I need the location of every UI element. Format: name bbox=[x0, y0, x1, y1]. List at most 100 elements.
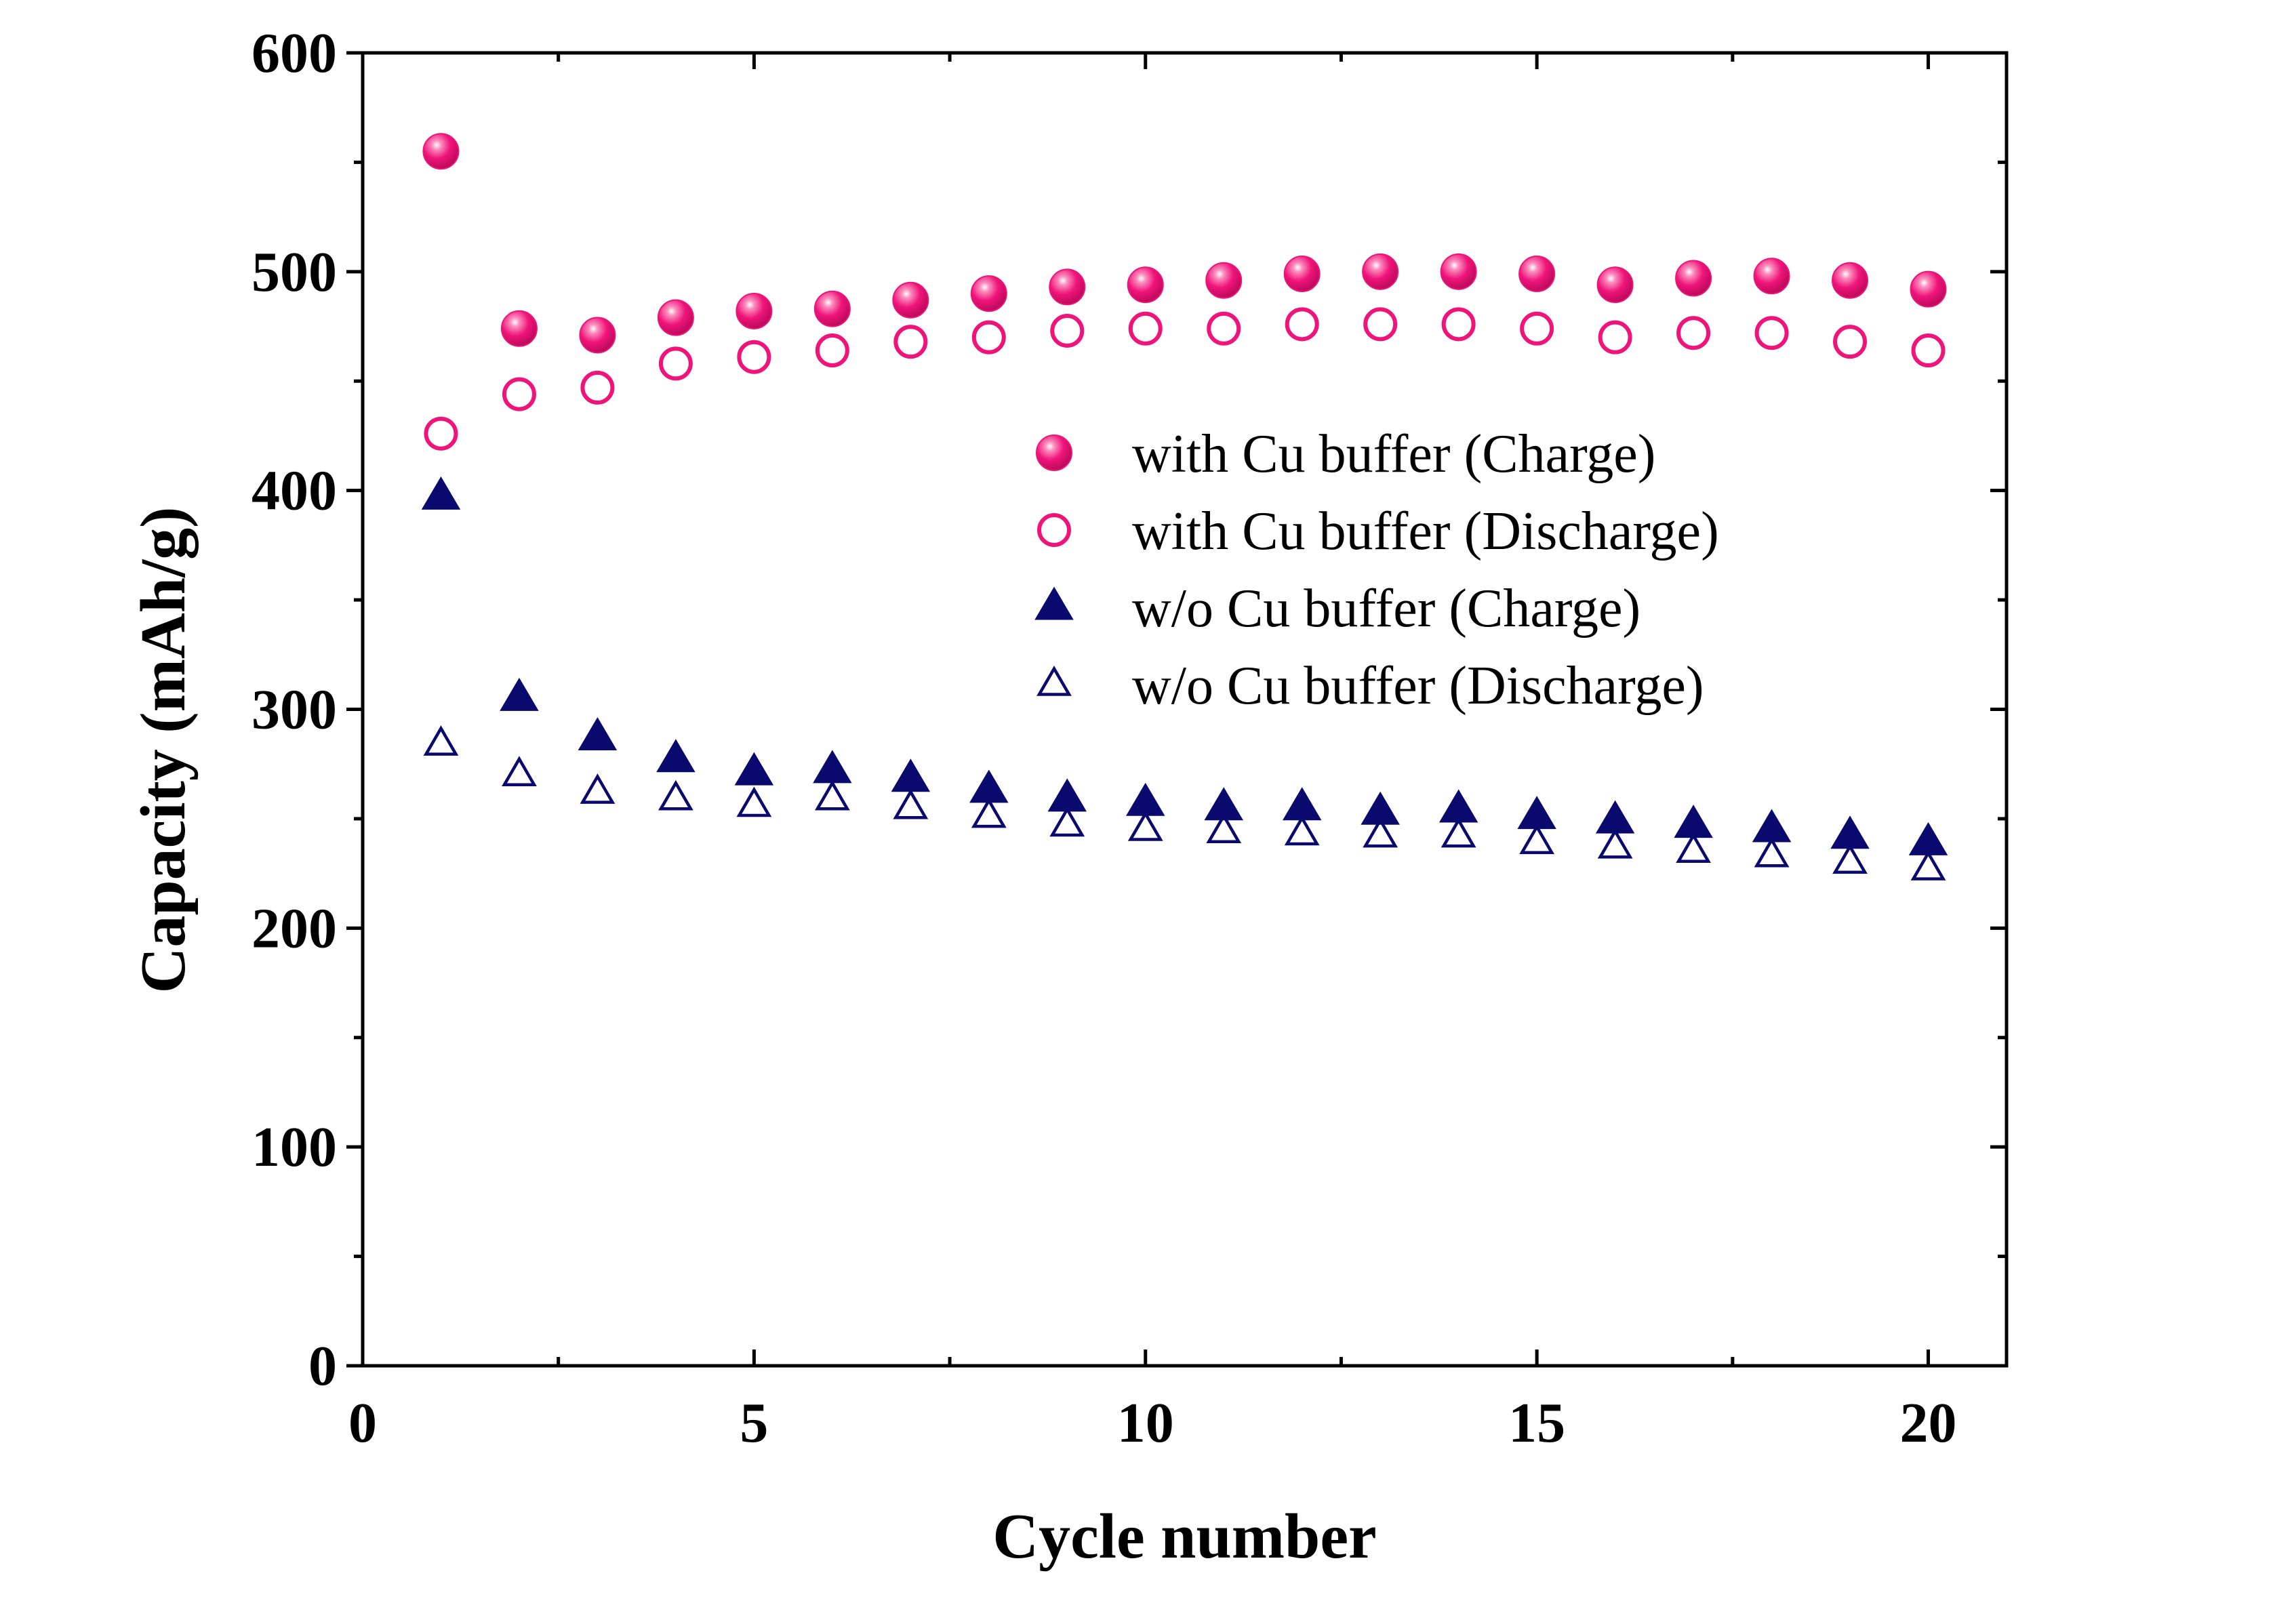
x-tick-label: 5 bbox=[740, 1392, 768, 1455]
data-point bbox=[500, 310, 538, 347]
data-point bbox=[1126, 782, 1165, 816]
data-point bbox=[578, 716, 618, 750]
x-tick-label: 15 bbox=[1508, 1392, 1565, 1455]
x-axis-title: Cycle number bbox=[992, 1501, 1377, 1572]
y-tick-label: 0 bbox=[308, 1335, 337, 1398]
data-point bbox=[1908, 821, 1948, 855]
data-point bbox=[1363, 817, 1398, 848]
data-point bbox=[502, 377, 536, 411]
data-point bbox=[1910, 270, 1947, 308]
data-point bbox=[1361, 791, 1400, 825]
legend-entry: w/o Cu buffer (Discharge) bbox=[1036, 656, 1704, 716]
data-point bbox=[1284, 815, 1320, 846]
y-tick-label: 400 bbox=[251, 460, 337, 523]
data-point bbox=[1910, 850, 1946, 880]
legend-marker bbox=[1037, 513, 1071, 547]
data-point bbox=[891, 758, 931, 792]
data-point bbox=[1752, 809, 1792, 843]
legend-label: with Cu buffer (Charge) bbox=[1132, 424, 1655, 484]
data-point bbox=[1283, 256, 1321, 293]
data-point bbox=[1363, 307, 1398, 342]
legend-entry: w/o Cu buffer (Charge) bbox=[1034, 579, 1640, 638]
data-point bbox=[1676, 316, 1711, 350]
data-point bbox=[893, 788, 929, 819]
data-point bbox=[813, 290, 851, 327]
data-point bbox=[1598, 320, 1632, 354]
data-point bbox=[421, 476, 461, 510]
data-point bbox=[1049, 268, 1086, 306]
legend: with Cu buffer (Charge) with Cu buffer (D… bbox=[1034, 424, 1719, 716]
data-point bbox=[1127, 811, 1163, 841]
data-point bbox=[502, 756, 537, 787]
data-point bbox=[656, 739, 696, 773]
data-point bbox=[658, 779, 693, 811]
x-tick-label: 10 bbox=[1117, 1392, 1174, 1455]
legend-entry: with Cu buffer (Discharge) bbox=[1037, 502, 1719, 561]
data-point bbox=[813, 750, 852, 784]
data-points bbox=[421, 133, 1948, 880]
data-point bbox=[658, 346, 693, 381]
legend-label: with Cu buffer (Discharge) bbox=[1132, 502, 1719, 561]
data-point bbox=[734, 752, 774, 786]
data-point bbox=[422, 133, 460, 170]
data-point bbox=[1911, 333, 1946, 368]
data-point bbox=[1440, 253, 1477, 290]
y-tick-label: 300 bbox=[251, 678, 337, 742]
data-point bbox=[893, 325, 928, 359]
data-point bbox=[1127, 266, 1164, 304]
data-point bbox=[1830, 815, 1870, 849]
data-point bbox=[1832, 843, 1868, 874]
data-point bbox=[1128, 311, 1163, 346]
data-point bbox=[1595, 800, 1635, 834]
series-4 bbox=[423, 725, 1946, 880]
data-point bbox=[1517, 796, 1556, 830]
data-point bbox=[892, 281, 929, 319]
x-tick-label: 20 bbox=[1900, 1392, 1957, 1455]
data-point bbox=[1441, 817, 1476, 848]
data-point bbox=[1438, 789, 1478, 823]
series-2 bbox=[424, 307, 1946, 451]
data-point bbox=[1832, 262, 1869, 299]
data-point bbox=[969, 769, 1009, 803]
y-tick-label: 500 bbox=[251, 241, 337, 304]
data-point bbox=[1674, 805, 1713, 838]
data-point bbox=[971, 320, 1006, 354]
data-point bbox=[814, 779, 850, 811]
y-tick-label: 200 bbox=[251, 897, 337, 960]
legend-label: w/o Cu buffer (Charge) bbox=[1132, 579, 1640, 638]
legend-label: w/o Cu buffer (Discharge) bbox=[1132, 656, 1704, 716]
y-axis-title: Capacity (mAh/g) bbox=[128, 507, 199, 994]
data-point bbox=[1754, 316, 1789, 350]
data-point bbox=[579, 317, 616, 354]
axis-ticks bbox=[346, 51, 2007, 1368]
data-point bbox=[1282, 787, 1322, 821]
data-point bbox=[1362, 253, 1399, 290]
data-point bbox=[1675, 260, 1712, 297]
data-point bbox=[736, 786, 772, 817]
data-point bbox=[1207, 311, 1241, 346]
legend-marker bbox=[1034, 586, 1074, 620]
data-point bbox=[737, 340, 771, 374]
series-1 bbox=[422, 133, 1947, 354]
y-tick-label: 100 bbox=[251, 1116, 337, 1179]
data-point bbox=[1596, 266, 1634, 304]
data-point bbox=[1204, 787, 1243, 821]
legend-entry: with Cu buffer (Charge) bbox=[1036, 424, 1655, 484]
y-tick-label: 600 bbox=[251, 22, 337, 85]
data-point bbox=[424, 416, 458, 451]
data-point bbox=[1206, 813, 1242, 843]
data-point bbox=[1754, 836, 1790, 868]
data-point bbox=[1047, 778, 1087, 812]
data-point bbox=[1285, 307, 1319, 342]
data-point bbox=[736, 292, 773, 329]
data-point bbox=[500, 677, 539, 711]
data-point bbox=[423, 725, 459, 756]
data-point bbox=[970, 275, 1007, 312]
data-point bbox=[1519, 824, 1555, 855]
data-point bbox=[1518, 256, 1556, 293]
x-tick-label: 0 bbox=[348, 1392, 377, 1455]
data-point bbox=[1597, 828, 1633, 859]
